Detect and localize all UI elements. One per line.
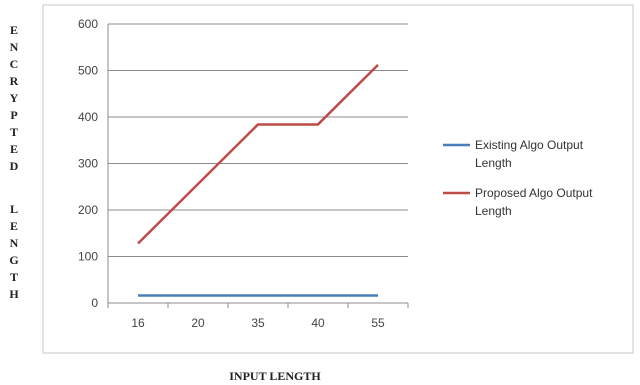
y-axis-label-letter: E	[10, 23, 18, 37]
chart-area-border	[42, 4, 634, 354]
y-axis-label-letter: N	[10, 40, 19, 54]
y-tick-labels: 0 100 200 300 400 500 600	[78, 17, 98, 310]
y-axis-label-letter: R	[10, 74, 19, 88]
x-tick-label: 16	[131, 316, 145, 330]
x-tick-label: 20	[191, 316, 205, 330]
legend: Existing Algo Output Length Proposed Algo …	[443, 138, 593, 218]
gridlines	[108, 23, 408, 257]
y-axis-label-letter: T	[10, 270, 18, 284]
legend-label-2: Proposed Algo Output Length	[475, 186, 593, 218]
y-axis-label-letter: E	[10, 219, 18, 233]
y-tick-label: 200	[78, 203, 98, 217]
x-tick-label: 40	[311, 316, 325, 330]
series-lines	[137, 64, 379, 297]
y-axis-label-letter: N	[10, 236, 19, 250]
x-axis-label: INPUT LENGTH	[229, 369, 321, 383]
y-axis-label-letter: H	[9, 287, 19, 301]
axes	[107, 24, 409, 308]
y-tick-label: 100	[78, 250, 98, 264]
y-tick-label: 600	[78, 17, 98, 31]
y-tick-label: 0	[91, 296, 98, 310]
y-axis-label-letter: C	[10, 57, 19, 71]
legend-label-1: Existing Algo Output Length	[475, 138, 584, 170]
y-axis-label-letter: Y	[10, 91, 19, 105]
x-tick-label: 55	[371, 316, 385, 330]
x-tick-label: 35	[251, 316, 265, 330]
y-axis-label-letter: L	[10, 202, 18, 216]
y-tick-label: 400	[78, 110, 98, 124]
y-tick-label: 500	[78, 64, 98, 78]
y-axis-label-letter: G	[9, 253, 18, 267]
y-axis-label-letter: D	[10, 159, 19, 173]
x-tick-labels: 16 20 35 40 55	[131, 316, 385, 330]
y-tick-label: 300	[78, 157, 98, 171]
y-axis-label-letter: E	[10, 142, 18, 156]
y-axis-label-letter: T	[10, 125, 18, 139]
series-line-2	[137, 64, 379, 245]
y-axis-label-letter: P	[10, 108, 17, 122]
